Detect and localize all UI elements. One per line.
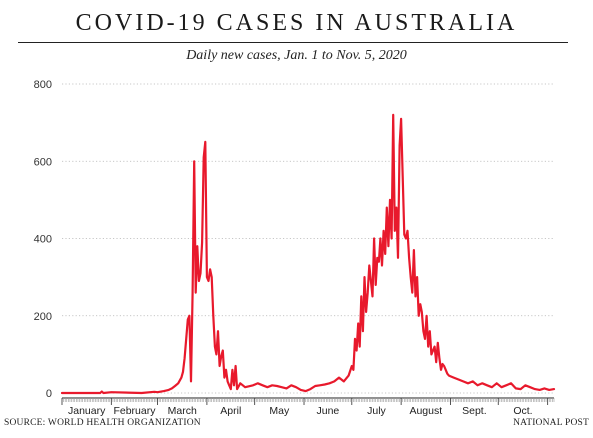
y-tick-label: 800 (34, 79, 52, 91)
x-month-label: May (269, 405, 290, 417)
series-line (60, 113, 556, 395)
y-tick-label: 200 (34, 311, 52, 323)
x-month-label: March (168, 405, 197, 417)
x-month-label: July (367, 405, 386, 417)
y-tick-label: 0 (46, 388, 52, 400)
title-divider (18, 42, 568, 43)
source-note: SOURCE: WORLD HEALTH ORGANIZATION (4, 418, 201, 428)
chart-title: COVID-19 CASES IN AUSTRALIA (75, 10, 518, 36)
x-month-label: Oct. (513, 405, 532, 417)
series-layer (60, 113, 556, 395)
grid-layer (62, 83, 554, 394)
y-tick-label: 400 (34, 234, 52, 246)
x-month-label: August (409, 405, 442, 417)
publisher-credit: NATIONAL POST (513, 418, 589, 428)
chart-subtitle: Daily new cases, Jan. 1 to Nov. 5, 2020 (186, 48, 407, 63)
y-tick-label: 600 (34, 156, 52, 168)
x-month-label: Sept. (462, 405, 487, 417)
x-month-label: June (317, 405, 340, 417)
x-month-label: February (113, 405, 156, 417)
axis-layer: 0 200 400 600 800 January February March April Ma… (34, 79, 555, 417)
x-month-label: April (220, 405, 241, 417)
x-month-label: January (68, 405, 106, 417)
